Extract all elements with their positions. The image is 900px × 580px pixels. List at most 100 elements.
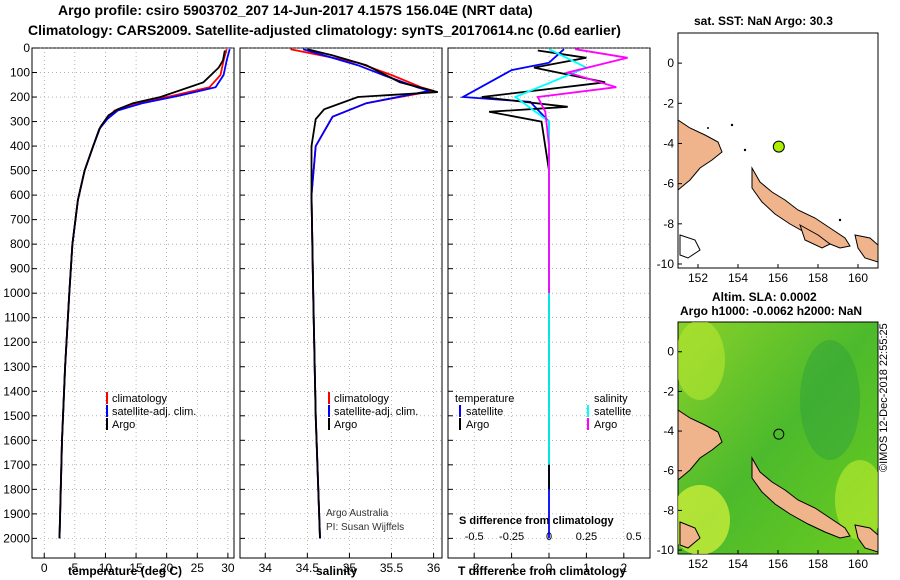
x-tick-label: -2 xyxy=(469,561,480,575)
map-x-tick-label: 152 xyxy=(688,557,708,571)
islet xyxy=(707,127,709,129)
map-x-tick-label: 156 xyxy=(768,557,788,571)
x-tick-label: 30 xyxy=(221,561,235,575)
x-tick-label: 2 xyxy=(620,561,627,575)
x-tick-label: 25 xyxy=(191,561,205,575)
difference-panel: -2 -1 0 1 2 -0.5 -0.25 0 0.25 0.5 xyxy=(447,47,651,575)
series-line-argo xyxy=(307,48,439,539)
x-tick-label: 34.5 xyxy=(296,561,320,575)
map-y-tick-label: 0 xyxy=(667,56,674,70)
legend-title-temperature: temperature xyxy=(455,393,514,405)
map-y-tick-label: -10 xyxy=(657,543,675,557)
legend-label-climatology: climatology xyxy=(334,393,390,405)
x-tick-label: 34 xyxy=(259,561,273,575)
bougainville-landmass xyxy=(751,166,851,249)
sla-anomaly-patch xyxy=(835,460,878,540)
depth-tick-label: 100 xyxy=(10,66,30,80)
x-tick-label-secondary: 0.5 xyxy=(626,531,641,543)
island-landmass xyxy=(854,524,878,553)
t-difference-axis-label: T difference from climatology xyxy=(458,564,626,578)
difference-legend: temperature satellite Argo salinity sate… xyxy=(455,393,631,527)
island-landmass xyxy=(799,223,831,249)
islet xyxy=(730,123,734,127)
depth-tick-label: 600 xyxy=(10,188,30,202)
legend-label-s-satellite: satellite xyxy=(594,406,631,418)
depth-tick-label: 1600 xyxy=(3,433,30,447)
depth-tick-label: 900 xyxy=(10,262,30,276)
legend-title-salinity: salinity xyxy=(594,393,628,405)
map-y-tick-label: -2 xyxy=(663,96,674,110)
s-difference-axis-label: S difference from climatology xyxy=(459,515,615,527)
new-ireland-landmass xyxy=(678,409,723,481)
x-tick-label: 5 xyxy=(72,561,79,575)
salinity-panel: 34 34.5 35 35.5 36 xyxy=(239,47,443,575)
islet xyxy=(743,148,747,152)
island-landmass xyxy=(679,521,701,549)
temperature-axes-frame xyxy=(31,47,235,559)
salinity-axis-label: salinity xyxy=(316,564,358,578)
depth-tick-label: 800 xyxy=(10,237,30,251)
depth-tick-label: 700 xyxy=(10,213,30,227)
map-y-tick-label: -8 xyxy=(663,503,674,517)
depth-tick-label: 1100 xyxy=(4,311,30,325)
map-x-tick-label: 156 xyxy=(768,271,788,285)
credit-argo-australia: Argo Australia xyxy=(326,508,389,519)
depth-tick-label: 1200 xyxy=(3,335,30,349)
sst-map-title: sat. SST: NaN Argo: 30.3 xyxy=(694,14,833,28)
x-tick-label-secondary: 0.25 xyxy=(576,531,597,543)
map-x-tick-label: 158 xyxy=(808,271,828,285)
x-tick-label: 0 xyxy=(41,561,48,575)
legend-label-t-satellite: satellite xyxy=(466,406,503,418)
temperature-legend: climatology satellite-adj. clim. Argo xyxy=(106,392,196,431)
salinity-legend: climatology satellite-adj. clim. Argo Ar… xyxy=(326,392,418,533)
series-line-argo xyxy=(58,50,226,539)
legend-label-t-argo: Argo xyxy=(466,419,489,431)
map-y-tick-label: -4 xyxy=(663,136,674,150)
depth-tick-label: 1400 xyxy=(3,384,30,398)
map-y-tick-label: -2 xyxy=(663,384,674,398)
x-tick-label: 15 xyxy=(129,561,143,575)
sla-anomaly-patch xyxy=(678,322,725,400)
temperature-panel: 0 5 10 15 20 25 30 xyxy=(31,47,235,575)
sla-map: 152 154 156 158 160 0 -2 -4 -6 -8 -10 xyxy=(657,321,879,571)
sla-map-title-line2: Argo h1000: -0.0062 h2000: NaN xyxy=(680,304,863,318)
x-tick-label-secondary: 0 xyxy=(546,531,552,543)
x-tick-label: 35.5 xyxy=(380,561,404,575)
island-landmass xyxy=(854,234,878,263)
x-tick-label-secondary: -0.5 xyxy=(465,531,484,543)
legend-label-satellite: satellite-adj. clim. xyxy=(112,406,196,418)
map-y-tick-label: 0 xyxy=(667,345,674,359)
x-tick-label: 36 xyxy=(427,561,441,575)
map-y-tick-label: -6 xyxy=(663,464,674,478)
series-line-salinity-argo xyxy=(536,48,628,294)
depth-tick-label: 1900 xyxy=(3,507,30,521)
x-tick-label: 20 xyxy=(160,561,174,575)
legend-label-argo: Argo xyxy=(334,419,357,431)
legend-label-argo: Argo xyxy=(112,419,135,431)
legend-label-climatology: climatology xyxy=(112,393,168,405)
x-tick-label: 0 xyxy=(546,561,553,575)
plot-title-line1: Argo profile: csiro 5903702_207 14-Jun-2… xyxy=(58,2,533,18)
plot-title-line2: Climatology: CARS2009. Satellite-adjuste… xyxy=(28,22,621,38)
sla-anomaly-patch xyxy=(800,340,860,460)
depth-tick-label: 1300 xyxy=(3,360,30,374)
depth-tick-label: 1500 xyxy=(3,409,30,423)
map-x-tick-label: 152 xyxy=(688,271,708,285)
depth-tick-label: 1800 xyxy=(3,482,30,496)
x-tick-label: 10 xyxy=(99,561,113,575)
islet xyxy=(838,218,842,222)
legend-label-satellite: satellite-adj. clim. xyxy=(334,406,418,418)
depth-tick-label: 2000 xyxy=(3,531,30,545)
depth-tick-label: 1700 xyxy=(3,458,30,472)
depth-tick-label: 1000 xyxy=(3,286,30,300)
map-y-tick-label: -10 xyxy=(657,257,675,271)
map-y-tick-label: -6 xyxy=(663,177,674,191)
temperature-axis-label: temperature (deg C) xyxy=(68,564,182,578)
map-x-tick-label: 154 xyxy=(728,271,748,285)
x-tick-label: -1 xyxy=(506,561,517,575)
map-x-tick-label: 160 xyxy=(848,271,868,285)
depth-tick-label: 400 xyxy=(10,139,30,153)
map-x-tick-label: 160 xyxy=(848,557,868,571)
depth-tick-label: 0 xyxy=(23,41,30,55)
